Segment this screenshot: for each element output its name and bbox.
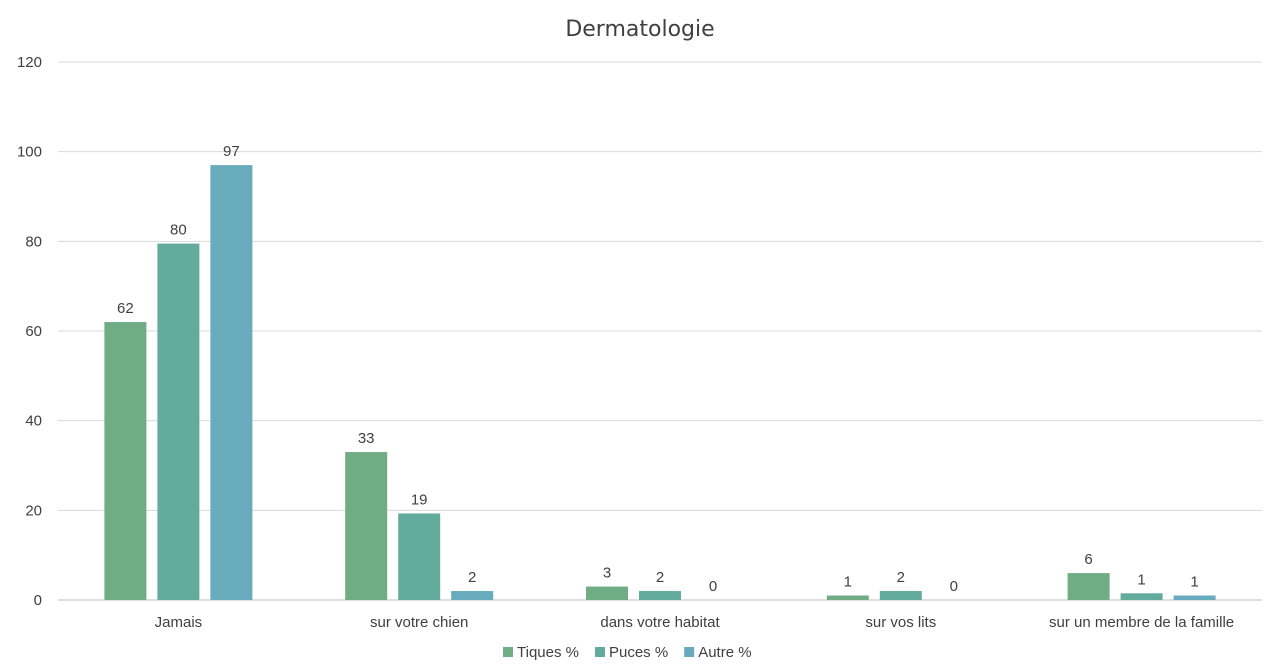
data-label: 2 [656,569,664,586]
bar [345,452,388,600]
data-label: 3 [603,565,611,582]
legend-label: Autre % [698,644,751,661]
legend-label: Puces % [609,644,668,661]
bar [879,591,922,600]
legend-swatch [684,647,695,657]
data-label: 62 [117,300,134,317]
legend-label: Tiques % [517,644,579,661]
y-tick-label: 100 [17,144,42,161]
bar [210,165,253,600]
data-label: 80 [170,222,187,239]
data-labels: 62 80 97 33 19 2 3 2 0 1 2 0 6 1 1 [117,143,1199,595]
y-axis-ticks: 0 20 40 60 80 100 120 [17,54,42,609]
bar [104,322,147,600]
bar [826,595,869,600]
bar [157,243,200,600]
data-label: 1 [844,574,852,591]
y-tick-label: 60 [25,323,42,340]
data-label: 2 [468,569,476,586]
x-category-label: dans votre habitat [600,614,720,631]
data-label: 0 [709,578,717,595]
data-label: 19 [411,491,428,508]
bar [398,513,441,600]
x-axis-categories: Jamais sur votre chien dans votre habitat s… [155,614,1234,631]
data-label: 1 [1137,571,1145,588]
data-label: 1 [1190,574,1198,591]
x-category-label: sur votre chien [370,614,468,631]
bar [1067,573,1110,600]
y-tick-label: 80 [25,233,42,250]
bar [639,591,681,600]
data-label: 6 [1084,551,1092,568]
data-label: 33 [358,430,375,447]
x-category-label: sur vos lits [865,614,936,631]
data-label: 2 [897,569,905,586]
x-category-label: Jamais [155,614,203,631]
legend-swatch [503,647,513,657]
legend-swatch [594,647,605,657]
y-tick-label: 120 [17,54,42,71]
bar [1120,593,1163,600]
chart-title: Dermatologie [565,17,714,42]
bar [586,586,628,600]
y-tick-label: 40 [25,413,42,430]
bars [104,165,1216,600]
gridlines [58,61,1262,601]
data-label: 0 [950,578,958,595]
y-tick-label: 20 [25,502,42,519]
y-tick-label: 0 [34,592,42,609]
data-label: 97 [223,143,240,160]
legend: Tiques % Puces % Autre % [503,644,752,661]
bar [451,591,494,600]
bar [1173,595,1216,600]
x-category-label: sur un membre de la famille [1049,614,1234,631]
